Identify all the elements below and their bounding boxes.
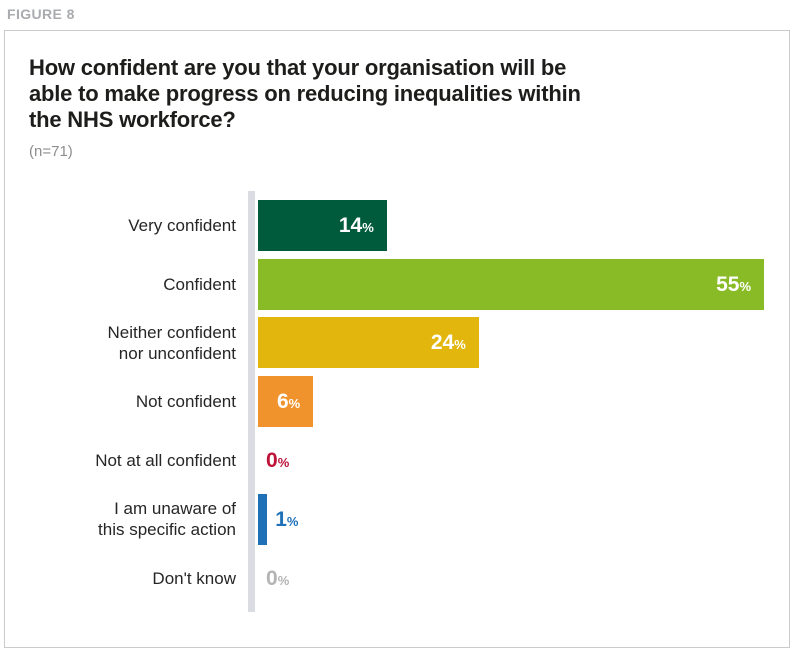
value-label: 24% xyxy=(430,331,466,355)
category-label: Neither confident nor unconfident xyxy=(107,322,236,363)
category-label: Confident xyxy=(163,274,236,294)
bar-area: 0% xyxy=(258,553,789,604)
sample-size-label: (n=71) xyxy=(29,143,73,160)
bar-rows: Very confident 14% Confident 55% Neither con… xyxy=(5,196,789,608)
bar-chart: Very confident 14% Confident 55% Neither con… xyxy=(5,191,789,612)
bar: 55% xyxy=(258,258,764,310)
bar-area: 1% xyxy=(258,493,789,545)
chart-row: Very confident 14% xyxy=(5,196,789,255)
category-label: Don't know xyxy=(152,568,236,588)
chart-row: Not confident 6% xyxy=(5,372,789,431)
value-label: 0% xyxy=(266,449,290,473)
bar: 24% xyxy=(258,317,479,369)
bar-area: 0% xyxy=(258,435,789,486)
category-label: I am unaware of this specific action xyxy=(98,499,236,540)
bar-area: 55% xyxy=(258,258,789,310)
category-label: Not at all confident xyxy=(95,451,236,471)
value-label: 1% xyxy=(275,507,299,531)
category-label: Not confident xyxy=(135,392,236,412)
chart-row: Confident 55% xyxy=(5,255,789,314)
chart-row: I am unaware of this specific action 1% xyxy=(5,490,789,549)
chart-title: How confident are you that your organisa… xyxy=(29,55,581,132)
value-label: 55% xyxy=(716,272,751,296)
bar xyxy=(258,493,268,545)
value-label: 14% xyxy=(338,213,374,237)
category-label: Very confident xyxy=(128,215,236,235)
bar-area: 14% xyxy=(258,199,789,251)
bar: 6% xyxy=(258,376,314,428)
chart-card: How confident are you that your organisa… xyxy=(4,30,790,648)
bar: 14% xyxy=(258,199,387,251)
chart-row: Not at all confident 0% xyxy=(5,431,789,490)
axis-line xyxy=(248,191,255,612)
figure-label: FIGURE 8 xyxy=(7,6,75,22)
bar-area: 24% xyxy=(258,317,789,369)
value-label: 0% xyxy=(266,566,290,590)
value-label: 6% xyxy=(276,390,301,414)
bar-area: 6% xyxy=(258,376,789,428)
chart-row: Don't know 0% xyxy=(5,549,789,608)
chart-row: Neither confident nor unconfident 24% xyxy=(5,314,789,373)
